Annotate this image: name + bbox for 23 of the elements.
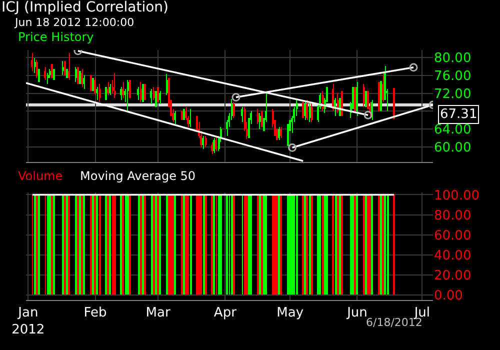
chart-title: ICJ (Implied Correlation) — [2, 0, 168, 16]
y-tick-label: 40.00 — [434, 248, 472, 264]
x-tick-label: May — [276, 306, 304, 321]
y-tick-label: 100.00 — [434, 188, 480, 204]
series-label: Volume — [18, 169, 63, 183]
y-tick-label: 60.00 — [434, 140, 472, 156]
y-tick-label: 60.00 — [434, 228, 472, 244]
y-tick-label: 64.00 — [434, 122, 472, 138]
x-tick-label: Jun — [346, 306, 368, 321]
x-tick-label: Jan 2012 — [12, 306, 45, 338]
x-tick-label: Mar — [146, 306, 171, 321]
y-tick-label: 76.00 — [434, 68, 472, 84]
y-tick-label: 0.00 — [434, 288, 463, 304]
text: 67.31 — [440, 107, 478, 122]
series-label: Price History — [18, 30, 94, 44]
x-tick-label: Apr — [214, 306, 238, 321]
y-tick-label: 72.00 — [434, 86, 472, 102]
x-tick-label: Feb — [84, 306, 107, 321]
chart-subtitle: Jun 18 2012 12:00:00 — [14, 16, 134, 29]
y-tick-label: 80.00 — [434, 51, 472, 66]
y-tick-label: 20.00 — [434, 268, 472, 284]
series-label: Moving Average 50 — [80, 169, 196, 183]
y-tick-label: 80.00 — [434, 208, 472, 224]
